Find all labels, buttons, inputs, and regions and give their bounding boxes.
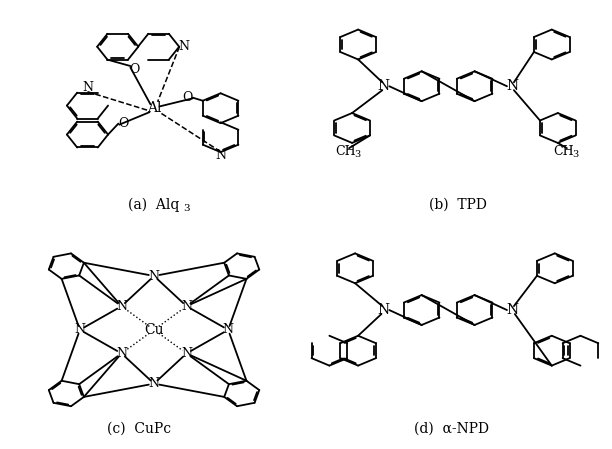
Text: N: N: [215, 149, 226, 162]
Text: 3: 3: [572, 150, 578, 159]
Text: N: N: [178, 40, 189, 53]
Text: (c)  CuPc: (c) CuPc: [107, 422, 171, 436]
Text: N: N: [223, 323, 234, 336]
Text: N: N: [378, 79, 390, 93]
Text: N: N: [82, 82, 93, 94]
Text: Al: Al: [147, 101, 162, 115]
Text: CH: CH: [553, 145, 574, 158]
Text: O: O: [129, 63, 140, 76]
Text: O: O: [119, 117, 129, 130]
Text: O: O: [183, 91, 193, 104]
Text: N: N: [75, 323, 86, 336]
Text: 3: 3: [354, 150, 360, 159]
Text: N: N: [506, 79, 518, 93]
Text: N: N: [506, 303, 518, 317]
Text: N: N: [181, 299, 192, 313]
Text: 3: 3: [184, 204, 190, 213]
Text: Cu: Cu: [144, 323, 164, 337]
Text: N: N: [149, 377, 160, 390]
Text: N: N: [149, 269, 160, 282]
Text: (d)  α-NPD: (d) α-NPD: [414, 422, 490, 436]
Text: (b)  TPD: (b) TPD: [429, 198, 487, 212]
Text: N: N: [378, 303, 390, 317]
Text: N: N: [116, 347, 127, 360]
Text: (a)  Alq: (a) Alq: [129, 198, 180, 212]
Text: N: N: [116, 299, 127, 313]
Text: CH: CH: [336, 145, 356, 158]
Text: N: N: [181, 347, 192, 360]
